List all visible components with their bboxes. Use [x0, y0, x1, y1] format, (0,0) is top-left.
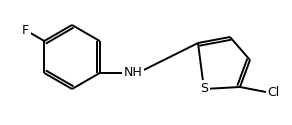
Text: Cl: Cl: [267, 86, 279, 98]
Text: S: S: [200, 82, 208, 96]
Text: F: F: [22, 24, 29, 36]
Text: NH: NH: [124, 66, 142, 80]
